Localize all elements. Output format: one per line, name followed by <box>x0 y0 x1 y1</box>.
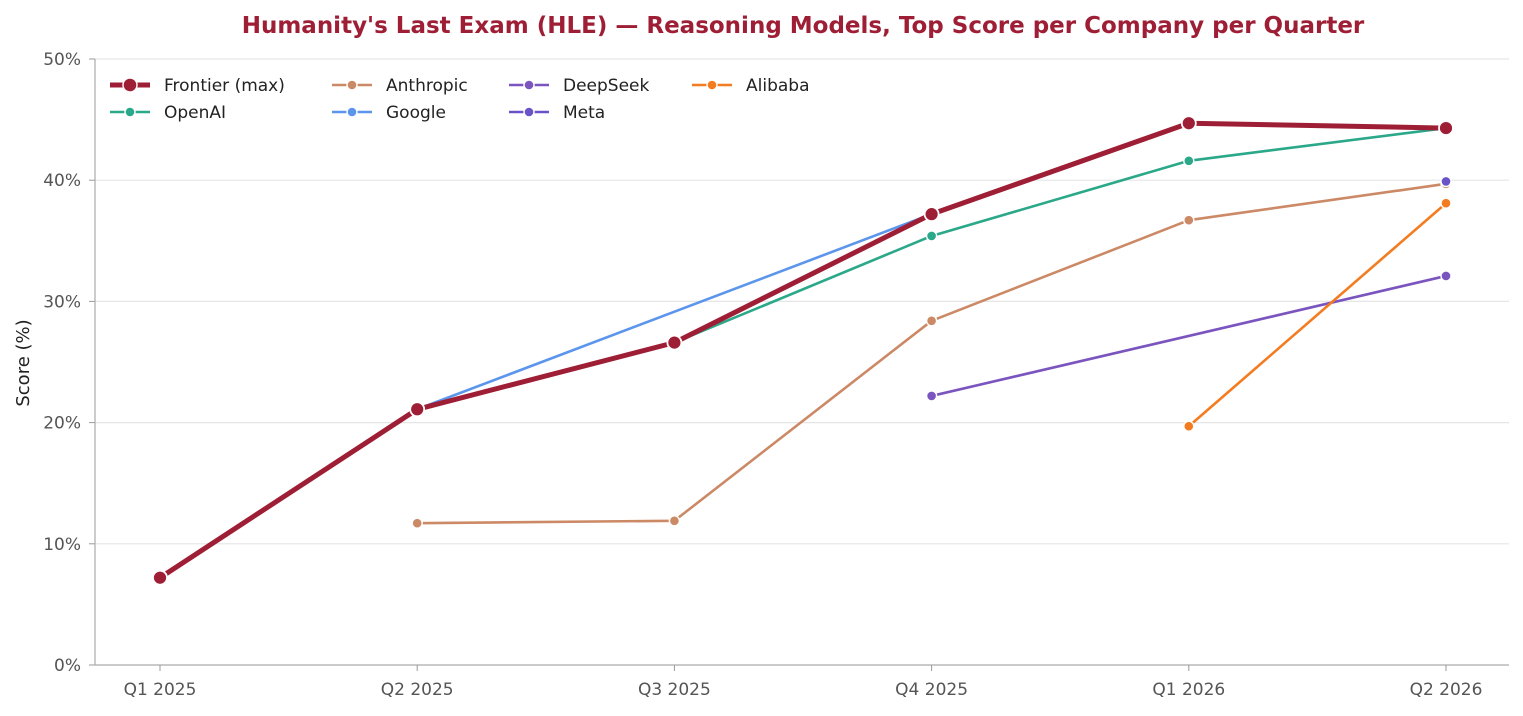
legend-marker <box>523 106 535 118</box>
series-deepseek <box>925 270 1452 402</box>
series-meta <box>1440 175 1452 188</box>
legend-label: Anthropic <box>386 76 468 96</box>
x-tick-label: Q1 2026 <box>1152 680 1225 700</box>
data-point[interactable] <box>923 206 940 223</box>
legend-label: Meta <box>563 103 605 123</box>
series-line <box>415 212 933 411</box>
data-point[interactable] <box>925 390 938 402</box>
axes: 0% 10% 20% 30% 40% 50% Q1 2025 Q2 2025 Q3 2025 Q4… <box>43 50 1509 700</box>
y-tick-label: 50% <box>43 50 81 70</box>
y-tick-label: 10% <box>43 535 81 555</box>
legend-label: Google <box>386 103 446 123</box>
series-line <box>157 120 1449 581</box>
data-point[interactable] <box>1440 175 1452 188</box>
x-tick-label: Q3 2025 <box>638 680 711 700</box>
x-tick-label: Q4 2025 <box>895 680 968 700</box>
legend-label: Frontier (max) <box>164 76 285 96</box>
data-point[interactable] <box>666 334 683 351</box>
legend-label: Alibaba <box>746 76 810 96</box>
legend-marker <box>523 79 535 91</box>
legend-item[interactable]: Google <box>332 103 446 123</box>
y-tick-label: 40% <box>43 171 81 191</box>
legend-marker <box>122 77 138 93</box>
data-point[interactable] <box>152 569 168 586</box>
legend-item[interactable]: DeepSeek <box>509 76 650 96</box>
data-point[interactable] <box>411 517 423 529</box>
data-point[interactable] <box>1183 214 1195 226</box>
series-frontier-max <box>152 115 1454 586</box>
chart-title: Humanity's Last Exam (HLE) — Reasoning M… <box>242 13 1365 39</box>
series-line <box>1187 201 1448 428</box>
legend-item[interactable]: Meta <box>509 103 605 123</box>
y-tick-label: 0% <box>54 656 81 676</box>
y-tick-label: 20% <box>43 414 81 434</box>
gridlines <box>95 58 1509 545</box>
legend[interactable]: Frontier (max) OpenAI Anthropic Google DeepS… <box>110 76 810 123</box>
series-google <box>411 208 938 415</box>
legend-marker <box>346 79 358 91</box>
data-point[interactable] <box>925 230 938 242</box>
data-point[interactable] <box>1180 115 1197 132</box>
legend-marker <box>346 106 358 118</box>
y-axis-label: Score (%) <box>13 319 34 406</box>
data-point[interactable] <box>1438 120 1454 136</box>
legend-label: OpenAI <box>164 103 226 123</box>
x-tick-label: Q1 2025 <box>124 680 197 700</box>
legend-item[interactable]: Alibaba <box>692 76 810 96</box>
data-point[interactable] <box>668 515 681 527</box>
series-lines <box>152 115 1454 586</box>
x-tick-label: Q2 2025 <box>381 680 454 700</box>
legend-item[interactable]: Anthropic <box>332 76 468 96</box>
data-point[interactable] <box>409 401 426 418</box>
data-point[interactable] <box>1440 270 1452 282</box>
series-line <box>930 274 1448 398</box>
legend-marker <box>124 106 136 118</box>
data-point[interactable] <box>1440 197 1452 209</box>
data-point[interactable] <box>1183 420 1195 432</box>
legend-label: DeepSeek <box>563 76 650 96</box>
legend-item[interactable]: OpenAI <box>110 103 226 123</box>
data-point[interactable] <box>1183 155 1195 167</box>
legend-item[interactable]: Frontier (max) <box>110 76 285 96</box>
legend-marker <box>706 79 718 91</box>
y-tick-label: 30% <box>43 292 81 312</box>
series-alibaba <box>1183 197 1452 432</box>
x-tick-label: Q2 2026 <box>1410 680 1483 700</box>
data-point[interactable] <box>925 315 938 327</box>
